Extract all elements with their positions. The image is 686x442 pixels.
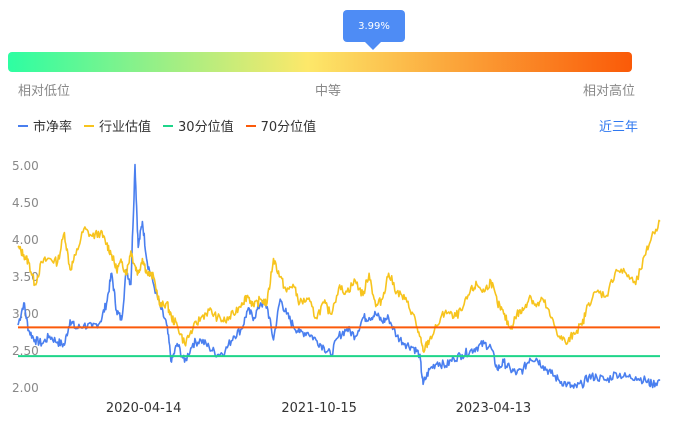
x-tick-label-2: 2023-04-13 xyxy=(456,401,532,416)
y-tick-label-3: 3.50 xyxy=(12,270,39,284)
x-tick-label-0: 2020-04-14 xyxy=(106,401,182,416)
legend-label-p70: 70分位值 xyxy=(260,120,317,135)
legend-item-p30[interactable]: 30分位值 xyxy=(163,116,234,135)
y-tick-label-1: 2.50 xyxy=(12,344,39,358)
scale-label-mid: 中等 xyxy=(315,84,342,99)
series-line-pb xyxy=(17,163,661,389)
percentile-tooltip: 3.99% xyxy=(343,10,405,50)
y-tick-label-5: 4.50 xyxy=(12,196,39,210)
scale-label-high: 相对高位 xyxy=(583,84,636,99)
legend-item-pb[interactable]: 市净率 xyxy=(18,116,72,135)
range-selector-3y[interactable]: 近三年 xyxy=(599,120,639,135)
legend-swatch-industry xyxy=(84,124,95,127)
legend-label-pb: 市净率 xyxy=(33,120,73,135)
series-line-industry xyxy=(17,219,661,353)
x-tick-label-1: 2021-10-15 xyxy=(281,401,357,416)
tooltip-value: 3.99% xyxy=(358,20,390,32)
y-tick-label-6: 5.00 xyxy=(12,159,39,173)
legend-item-p70[interactable]: 70分位值 xyxy=(245,116,317,135)
scale-label-low: 相对低位 xyxy=(18,84,71,99)
legend-swatch-p70 xyxy=(245,124,256,127)
y-tick-label-4: 4.00 xyxy=(12,233,39,247)
chart-legend: 市净率 行业估值 30分位值 70分位值 xyxy=(18,116,316,135)
legend-swatch-pb xyxy=(18,124,28,127)
legend-label-industry: 行业估值 xyxy=(99,120,152,135)
y-tick-label-0: 2.00 xyxy=(12,381,39,395)
legend-swatch-p30 xyxy=(163,124,174,127)
legend-item-industry[interactable]: 行业估值 xyxy=(84,116,151,135)
legend-label-p30: 30分位值 xyxy=(178,120,234,135)
valuation-gradient-bar xyxy=(8,52,632,72)
